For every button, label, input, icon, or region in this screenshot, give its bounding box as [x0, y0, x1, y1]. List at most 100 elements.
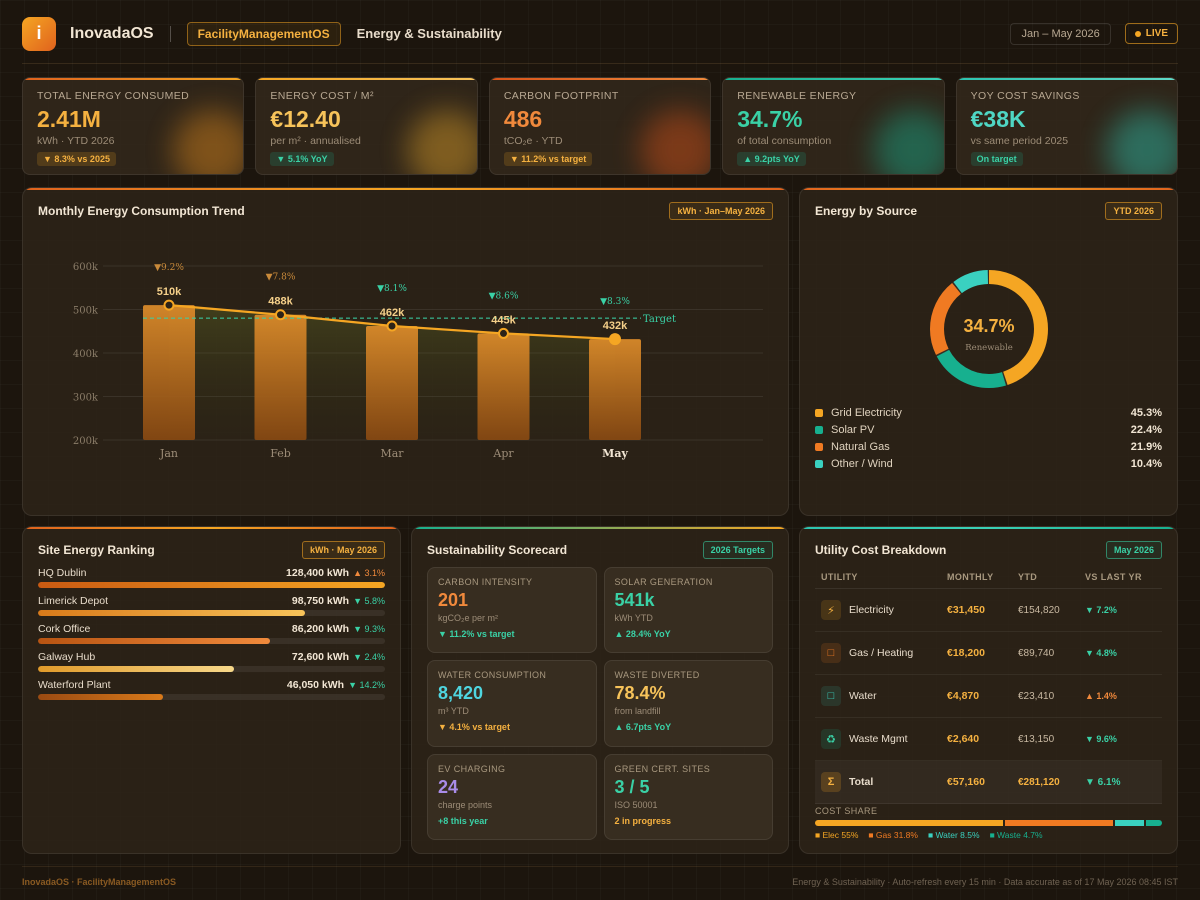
legend-swatch	[815, 425, 823, 434]
data-point[interactable]	[498, 327, 509, 339]
score-card[interactable]: Solar Generation 541k kWh YTD ▲ 28.4% YoY	[603, 567, 773, 653]
site-rank-item[interactable]: Galway Hub 72,600 kWh ▼ 2.4%	[38, 651, 385, 679]
brand-name[interactable]: InovadaOS	[70, 24, 154, 42]
kpi-subtitle: of total consumption	[737, 135, 832, 147]
col-monthly[interactable]: MONTHLY	[941, 567, 1012, 589]
kpi-value: 486	[503, 106, 543, 132]
data-point[interactable]	[275, 309, 286, 321]
utility-name: Water	[849, 689, 877, 702]
site-name: HQ Dublin	[38, 567, 87, 579]
utility-vs-last-year: ▲ 1.4%	[1085, 691, 1117, 701]
kpi-subtitle: vs same period 2025	[970, 135, 1069, 147]
app-logo[interactable]: i	[22, 16, 56, 51]
kpi-card[interactable]: Renewable Energy 34.7% of total consumptio…	[722, 77, 945, 175]
data-point[interactable]	[386, 320, 398, 332]
donut-slice[interactable]	[930, 270, 1048, 388]
bar-mar[interactable]	[366, 326, 418, 440]
kpi-card[interactable]: Total Energy Consumed 2.41M kWh · YTD 2026…	[22, 77, 245, 175]
source-badge[interactable]: YTD 2026	[1105, 202, 1162, 220]
site-value: 128,400 kWh	[286, 567, 350, 579]
col-ytd[interactable]: YTD	[1012, 567, 1079, 589]
scorecard-badge[interactable]: 2026 Targets	[702, 541, 773, 559]
data-label: 432k	[603, 320, 628, 332]
site-rank-item[interactable]: Cork Office 86,200 kWh ▼ 9.3%	[38, 623, 385, 651]
donut-slice[interactable]	[930, 270, 1048, 388]
score-card[interactable]: Carbon Intensity 201 kgCO₂e per m² ▼ 11.2% …	[427, 567, 597, 653]
date-range-selector[interactable]: Jan – May 2026	[1010, 22, 1111, 45]
module-pill[interactable]: FacilityManagementOS	[186, 21, 341, 46]
kpi-card[interactable]: Carbon Footprint 486 tCO₂e · YTD ▼ 11.2% vs…	[488, 77, 712, 175]
donut-slice[interactable]	[930, 270, 1048, 388]
cost-share-bar	[815, 820, 1162, 826]
total-monthly: €57,160	[947, 776, 985, 788]
cost-share-segment[interactable]	[1004, 820, 1113, 826]
y-tick-label: 500k	[73, 306, 99, 317]
utility-header-row: UTILITY MONTHLY YTD VS LAST YR	[815, 567, 1162, 589]
cost-share-segment[interactable]	[1145, 820, 1162, 826]
bar-may[interactable]	[589, 339, 641, 440]
score-card[interactable]: Waste Diverted 78.4% from landfill ▲ 6.7pts…	[603, 660, 773, 747]
bar-feb[interactable]	[254, 314, 307, 440]
site-rank-item[interactable]: Limerick Depot 98,750 kWh ▼ 5.8%	[38, 595, 385, 623]
legend-name: Natural Gas	[831, 440, 890, 453]
site-bar-fill	[38, 582, 385, 588]
utility-badge[interactable]: May 2026	[1105, 541, 1162, 559]
ranking-badge[interactable]: kWh · May 2026	[301, 541, 385, 559]
site-bar-track	[38, 666, 385, 672]
data-point[interactable]	[609, 333, 621, 346]
utility-name: Waste Mgmt	[849, 732, 908, 745]
legend-item[interactable]: Natural Gas 21.9%	[815, 438, 1162, 455]
site-bar-track	[38, 638, 385, 644]
sigma-icon: Σ	[821, 772, 841, 792]
utility-ytd: €89,740	[1018, 648, 1055, 659]
legend-value: 22.4%	[1130, 423, 1162, 436]
kpi-card[interactable]: YoY Cost Savings €38K vs same period 2025 O…	[955, 77, 1179, 175]
utility-total-row[interactable]: Σ Total €57,160 €281,120 ▼ 6.1%	[815, 760, 1162, 804]
bar-apr[interactable]	[477, 333, 530, 440]
trend-chart: 600k 500k 400k 300k 200k Target 510k ▼9.2% Jan 48…	[73, 262, 763, 460]
site-rank-item[interactable]: Waterford Plant 46,050 kWh ▼ 14.2%	[38, 679, 385, 707]
cost-share-legend-item: ■ Elec 55%	[815, 830, 859, 840]
utility-row[interactable]: □ Water €4,870 €23,410 ▲ 1.4%	[815, 674, 1162, 718]
kpi-glow	[873, 110, 944, 174]
score-card[interactable]: Green Cert. Sites 3 / 5 ISO 50001 2 in prog…	[603, 754, 773, 840]
score-value: 8,420	[438, 683, 484, 703]
utility-row[interactable]: □ Gas / Heating €18,200 €89,740 ▼ 4.8%	[815, 631, 1162, 675]
score-card[interactable]: EV Charging 24 charge points +8 this year	[427, 754, 597, 840]
score-label: Water Consumption	[438, 670, 547, 680]
score-note: ▼ 11.2% vs target	[438, 629, 515, 639]
legend-value: 10.4%	[1130, 457, 1162, 470]
utility-name: Gas / Heating	[849, 646, 914, 659]
change-label: ▼8.6%	[489, 291, 519, 301]
legend-item[interactable]: Grid Electricity 45.3%	[815, 404, 1162, 421]
col-vs-last-year[interactable]: VS LAST YR	[1079, 567, 1162, 589]
x-tick-label: Feb	[270, 447, 291, 460]
score-label: Waste Diverted	[614, 670, 700, 680]
site-name: Limerick Depot	[38, 595, 109, 607]
col-utility[interactable]: UTILITY	[815, 567, 941, 589]
x-tick-label: Apr	[492, 447, 514, 460]
score-label: Carbon Intensity	[438, 577, 533, 587]
score-value: 24	[438, 777, 459, 797]
kpi-glow	[173, 110, 244, 174]
trend-badge[interactable]: kWh · Jan–May 2026	[669, 202, 773, 220]
kpi-change-badge: ▼ 8.3% vs 2025	[37, 152, 116, 166]
kpi-change-badge: On target	[970, 152, 1023, 166]
cost-share-segment[interactable]	[815, 820, 1003, 826]
bar-jan[interactable]	[143, 305, 195, 440]
utility-row[interactable]: ⚡ Electricity €31,450 €154,820 ▼ 7.2%	[815, 588, 1162, 632]
data-point[interactable]	[163, 299, 175, 311]
site-rank-item[interactable]: HQ Dublin 128,400 kWh ▲ 3.1%	[38, 567, 385, 595]
site-bar-track	[38, 694, 385, 700]
score-card[interactable]: Water Consumption 8,420 m³ YTD ▼ 4.1% vs ta…	[427, 660, 597, 747]
legend-item[interactable]: Other / Wind 10.4%	[815, 455, 1162, 472]
legend-value: 21.9%	[1130, 440, 1162, 453]
cost-share-legend-item: ■ Gas 31.8%	[868, 830, 918, 840]
footer-status: Energy & Sustainability · Auto-refresh e…	[792, 876, 1178, 887]
legend-item[interactable]: Solar PV 22.4%	[815, 421, 1162, 438]
cost-share-segment[interactable]	[1114, 820, 1144, 826]
kpi-card[interactable]: Energy Cost / m² €12.40 per m² · annualise…	[255, 77, 478, 175]
kpi-row: Total Energy Consumed 2.41M kWh · YTD 2026…	[22, 77, 1179, 175]
utility-row[interactable]: ♻ Waste Mgmt €2,640 €13,150 ▼ 9.6%	[815, 717, 1162, 761]
recycle-icon: ♻	[821, 729, 841, 749]
